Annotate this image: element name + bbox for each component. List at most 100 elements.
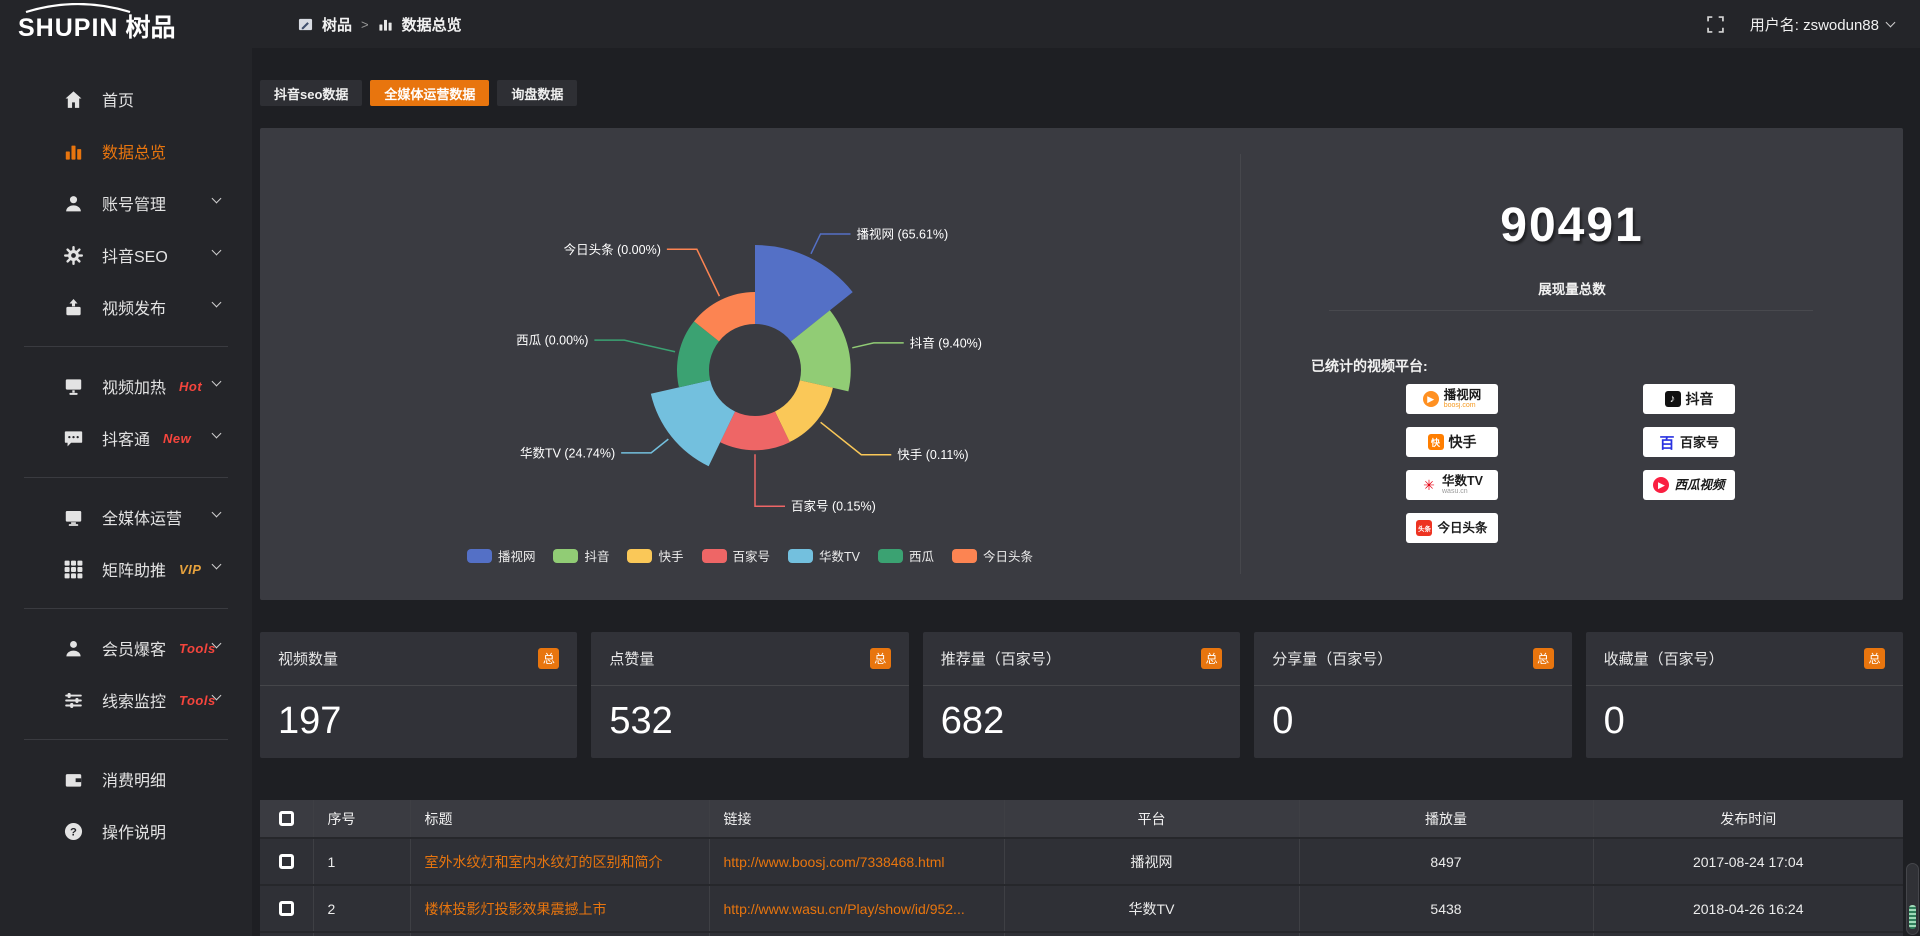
sidebar-item-label: 操作说明: [102, 825, 167, 842]
stat-card-label: 点赞量: [609, 651, 655, 668]
legend-item-华数TV[interactable]: 华数TV: [788, 546, 860, 565]
platform-badge-toutiao: 头条 今日头条: [1406, 513, 1498, 543]
sidebar-item-label: 全媒体运营: [102, 511, 183, 528]
sidebar-item-video-heat[interactable]: 视频加热 Hot: [0, 360, 252, 412]
legend-item-播视网[interactable]: 播视网: [466, 546, 535, 565]
stat-card-recommend: 推荐量（百家号） 总 682: [922, 632, 1241, 758]
col-header-plays: 播放量: [1299, 800, 1594, 838]
sidebar-item-home[interactable]: 首页: [0, 73, 252, 125]
logo-arc-icon: [25, 3, 131, 13]
legend-item-西瓜[interactable]: 西瓜: [878, 546, 934, 565]
sidebar-item-member-blast[interactable]: 会员爆客 Tools: [0, 622, 252, 674]
table-header-row: 序号 标题 链接 平台 播放量 发布时间: [260, 800, 1903, 838]
sidebar-item-label: 抖音SEO: [102, 249, 168, 266]
scrollbar-thumb[interactable]: [1909, 905, 1916, 929]
pie-label-line: [754, 454, 785, 507]
legend-swatch: [627, 548, 653, 563]
stat-card-label: 收藏量（百家号）: [1603, 651, 1724, 668]
col-header-publish-time: 发布时间: [1593, 800, 1903, 838]
chevron-down-icon: [211, 193, 222, 204]
pie-slice-快手[interactable]: [774, 380, 833, 443]
screen-heat-icon: [64, 377, 83, 396]
chevron-down-icon: [211, 559, 222, 570]
scrollbar-track[interactable]: [1906, 863, 1919, 935]
pie-label-line: [621, 438, 669, 454]
stat-card-value: 197: [278, 700, 342, 742]
cell-title[interactable]: 楼体投影灯投影效果震撼上市: [410, 884, 710, 932]
col-header-index: 序号: [313, 800, 411, 838]
stat-card-label: 推荐量（百家号）: [940, 651, 1061, 668]
total-badge: 总: [1863, 648, 1885, 669]
legend-swatch: [701, 548, 727, 563]
monitor-icon: [64, 508, 83, 527]
select-all-checkbox[interactable]: [278, 811, 294, 826]
sidebar-divider: [24, 739, 228, 740]
cell-title[interactable]: 室外水纹灯和室内水纹灯的区别和简介: [410, 837, 710, 885]
pie-slice-华数TV[interactable]: [650, 380, 736, 467]
platform-badge-wasu: ✳ 华数TV wasu.cn: [1406, 470, 1498, 500]
sidebar-item-lead-monitor[interactable]: 线索监控 Tools: [0, 674, 252, 726]
platform-badge-douyin: ♪ 抖音: [1643, 384, 1735, 414]
main-content: 抖音seo数据 全媒体运营数据 询盘数据 播视网 (65.61%) 抖音 (9.4…: [260, 48, 1920, 936]
pie-slice-今日头条[interactable]: [694, 292, 755, 342]
tab-douyin-seo-data[interactable]: 抖音seo数据: [260, 80, 363, 106]
sidebar-divider: [24, 608, 228, 609]
sidebar-item-omni-media[interactable]: 全媒体运营: [0, 491, 252, 543]
row-checkbox[interactable]: [278, 901, 294, 916]
home-icon: [64, 90, 83, 109]
sidebar-item-label: 消费明细: [102, 773, 167, 790]
pie-label: 今日头条 (0.00%): [564, 242, 661, 257]
total-badge: 总: [1532, 648, 1554, 669]
tab-inquiry-data[interactable]: 询盘数据: [497, 80, 578, 106]
tab-bar: 抖音seo数据 全媒体运营数据 询盘数据: [260, 80, 1903, 106]
baijiahao-logo-icon: 百: [1659, 434, 1675, 452]
sidebar-item-video-publish[interactable]: 视频发布: [0, 281, 252, 333]
pie-slice-百家号[interactable]: [720, 411, 790, 451]
pie-slice-播视网[interactable]: [755, 245, 853, 342]
sidebar-item-data-overview[interactable]: 数据总览: [0, 125, 252, 177]
cell-platform: 播视网: [1004, 837, 1300, 885]
legend-swatch: [952, 548, 978, 563]
total-impressions-value: 90491: [1500, 199, 1644, 252]
pie-slice-抖音[interactable]: [790, 310, 851, 392]
legend-item-百家号[interactable]: 百家号: [701, 546, 770, 565]
chart-bars-icon: [379, 19, 392, 31]
fullscreen-icon[interactable]: [1706, 15, 1724, 33]
stat-card-video-count: 视频数量 总 197: [260, 632, 578, 758]
legend-item-快手[interactable]: 快手: [627, 546, 684, 565]
user-menu[interactable]: 用户名: zswodun88: [1750, 14, 1896, 35]
question-circle-icon: ?: [64, 822, 83, 841]
breadcrumb-separator: >: [361, 16, 369, 32]
stat-card-label: 视频数量: [278, 651, 339, 668]
cell-link[interactable]: http://www.boosj.com/7338468.html: [709, 837, 1005, 885]
sidebar-item-doketong[interactable]: 抖客通 New: [0, 412, 252, 464]
pie-label-line: [810, 233, 851, 255]
breadcrumb-current[interactable]: 数据总览: [401, 16, 462, 34]
kuaishou-logo-icon: 快: [1427, 434, 1444, 450]
legend-item-抖音[interactable]: 抖音: [553, 546, 609, 565]
vip-badge: VIP: [179, 561, 202, 577]
overview-panel: 播视网 (65.61%) 抖音 (9.40%) 快手 (0.11%) 百家号 (0.1…: [260, 128, 1903, 600]
sidebar-item-label: 抖客通: [102, 432, 151, 449]
sidebar-item-matrix-boost[interactable]: 矩阵助推 VIP: [0, 543, 252, 595]
platform-sub: wasu.cn: [1442, 488, 1468, 496]
col-header-platform: 平台: [1004, 800, 1300, 838]
legend-item-今日头条[interactable]: 今日头条: [952, 546, 1033, 565]
pie-label: 西瓜 (0.00%): [516, 334, 588, 348]
sidebar-item-account-mgmt[interactable]: 账号管理: [0, 177, 252, 229]
platform-sub: boosj.com: [1443, 402, 1476, 410]
cell-index: 2: [313, 884, 411, 932]
cell-publish-time: 2017-08-24 17:04: [1593, 837, 1903, 885]
pie-slice-西瓜[interactable]: [677, 321, 720, 388]
chevron-down-icon: [211, 507, 222, 518]
sidebar-item-help[interactable]: ? 操作说明: [0, 805, 252, 857]
tab-omni-media-data[interactable]: 全媒体运营数据: [370, 80, 490, 106]
cell-plays: 5438: [1299, 884, 1594, 932]
breadcrumb-root[interactable]: 树品: [322, 16, 353, 34]
row-checkbox[interactable]: [278, 854, 294, 869]
legend-label: 西瓜: [909, 550, 935, 564]
sidebar-item-spend-detail[interactable]: 消费明细: [0, 753, 252, 805]
logo-text-cn: 树品: [125, 14, 176, 42]
sidebar-item-douyin-seo[interactable]: 抖音SEO: [0, 229, 252, 281]
cell-link[interactable]: http://www.wasu.cn/Play/show/id/952...: [709, 884, 1005, 932]
